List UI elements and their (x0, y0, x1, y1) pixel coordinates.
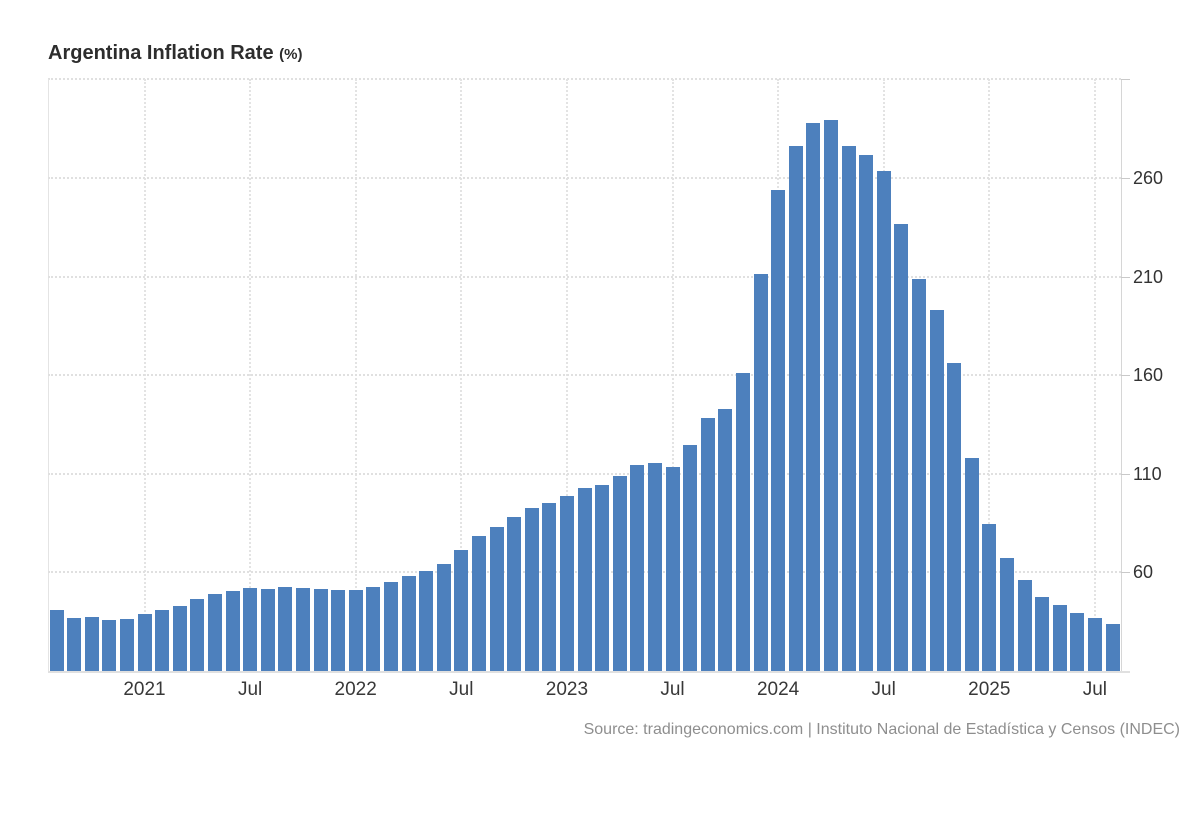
gridline-horizontal (48, 275, 1121, 278)
gridline-horizontal (48, 472, 1121, 475)
bar[interactable] (911, 278, 926, 671)
gridline-horizontal (48, 374, 1121, 377)
bar[interactable] (577, 488, 592, 671)
bar[interactable] (647, 462, 662, 671)
bar[interactable] (313, 589, 328, 671)
bar[interactable] (507, 516, 522, 671)
bar[interactable] (612, 475, 627, 671)
bar[interactable] (524, 508, 539, 671)
x-axis-tick-label: 2024 (756, 679, 800, 700)
gridline-horizontal (48, 177, 1121, 180)
bar[interactable] (823, 120, 838, 671)
bar[interactable] (454, 550, 469, 671)
bar[interactable] (559, 495, 574, 671)
bar[interactable] (348, 590, 363, 671)
bar[interactable] (102, 619, 117, 671)
x-axis-tick-label: Jul (1082, 679, 1108, 700)
bar[interactable] (383, 581, 398, 671)
bar[interactable] (929, 310, 944, 671)
bar[interactable] (788, 146, 803, 671)
bar[interactable] (964, 458, 979, 671)
bar[interactable] (172, 606, 187, 671)
bar[interactable] (1052, 604, 1067, 671)
bar[interactable] (49, 610, 64, 671)
y-axis-tick-label: 260 (1133, 168, 1164, 189)
bar[interactable] (84, 616, 99, 671)
bar[interactable] (278, 586, 293, 671)
y-axis-tick (1121, 572, 1130, 573)
y-axis-tick (1121, 277, 1130, 278)
bar[interactable] (841, 145, 856, 671)
chart-title-unit-text: (%) (279, 46, 303, 63)
bar[interactable] (999, 558, 1014, 671)
bar[interactable] (595, 484, 610, 671)
bar[interactable] (436, 564, 451, 671)
y-axis-tick (1121, 474, 1130, 475)
bar[interactable] (155, 610, 170, 671)
bar[interactable] (876, 171, 891, 671)
bar[interactable] (207, 594, 222, 671)
bar[interactable] (947, 363, 962, 671)
x-axis-tick-label: Jul (449, 679, 474, 700)
bar[interactable] (366, 587, 381, 671)
bar[interactable] (859, 155, 874, 671)
y-axis-tick-label: 210 (1133, 266, 1164, 287)
x-axis-tick-label: 2021 (123, 679, 166, 700)
bar[interactable] (119, 619, 134, 671)
bar[interactable] (700, 417, 715, 671)
bar[interactable] (735, 373, 750, 671)
bar[interactable] (489, 526, 504, 671)
bar[interactable] (225, 591, 240, 671)
chart-title-unit: (%) (279, 46, 302, 63)
plot-top-border (48, 78, 1121, 80)
bar[interactable] (243, 588, 258, 671)
bar[interactable] (1087, 618, 1102, 671)
y-axis-tick-label: 110 (1133, 463, 1162, 484)
bar[interactable] (1017, 580, 1032, 671)
plot-area (48, 78, 1130, 671)
bar[interactable] (331, 589, 346, 671)
bar[interactable] (137, 614, 152, 671)
bar[interactable] (419, 570, 434, 671)
bar[interactable] (1105, 624, 1120, 671)
x-axis-tick-label: 2022 (334, 679, 377, 700)
chart-title-text: Argentina Inflation Rate (48, 42, 274, 64)
bar[interactable] (982, 523, 997, 671)
bar[interactable] (753, 273, 768, 671)
bar[interactable] (1035, 597, 1050, 671)
x-axis-tick-label: 2023 (545, 679, 589, 700)
bar[interactable] (67, 618, 82, 671)
y-axis-top-tick (1121, 79, 1130, 80)
bar[interactable] (665, 466, 680, 671)
x-axis-line (48, 671, 1130, 673)
bar[interactable] (295, 587, 310, 671)
y-axis-tick-label: 60 (1133, 562, 1154, 583)
bar[interactable] (260, 588, 275, 671)
x-axis-tick-label: Jul (660, 679, 685, 700)
bar[interactable] (542, 503, 557, 671)
x-axis-tick-label: Jul (237, 679, 263, 700)
source-attribution: Source: tradingeconomics.com | Instituto… (583, 721, 1180, 738)
bar[interactable] (401, 575, 416, 671)
bar[interactable] (190, 599, 205, 671)
bar[interactable] (471, 535, 486, 671)
y-axis-tick (1121, 375, 1130, 376)
bar[interactable] (894, 223, 909, 671)
x-axis-tick-label: Jul (871, 679, 896, 700)
bar[interactable] (806, 123, 821, 671)
x-axis-tick-label: 2025 (968, 679, 1011, 700)
y-axis-tick (1121, 178, 1130, 179)
bar[interactable] (771, 189, 786, 671)
bar[interactable] (683, 445, 698, 671)
chart-title: Argentina Inflation Rate (%) (48, 42, 302, 66)
bar[interactable] (718, 409, 733, 671)
bar[interactable] (1070, 612, 1085, 671)
bar[interactable] (630, 465, 645, 671)
y-axis-tick-label: 160 (1133, 365, 1164, 386)
